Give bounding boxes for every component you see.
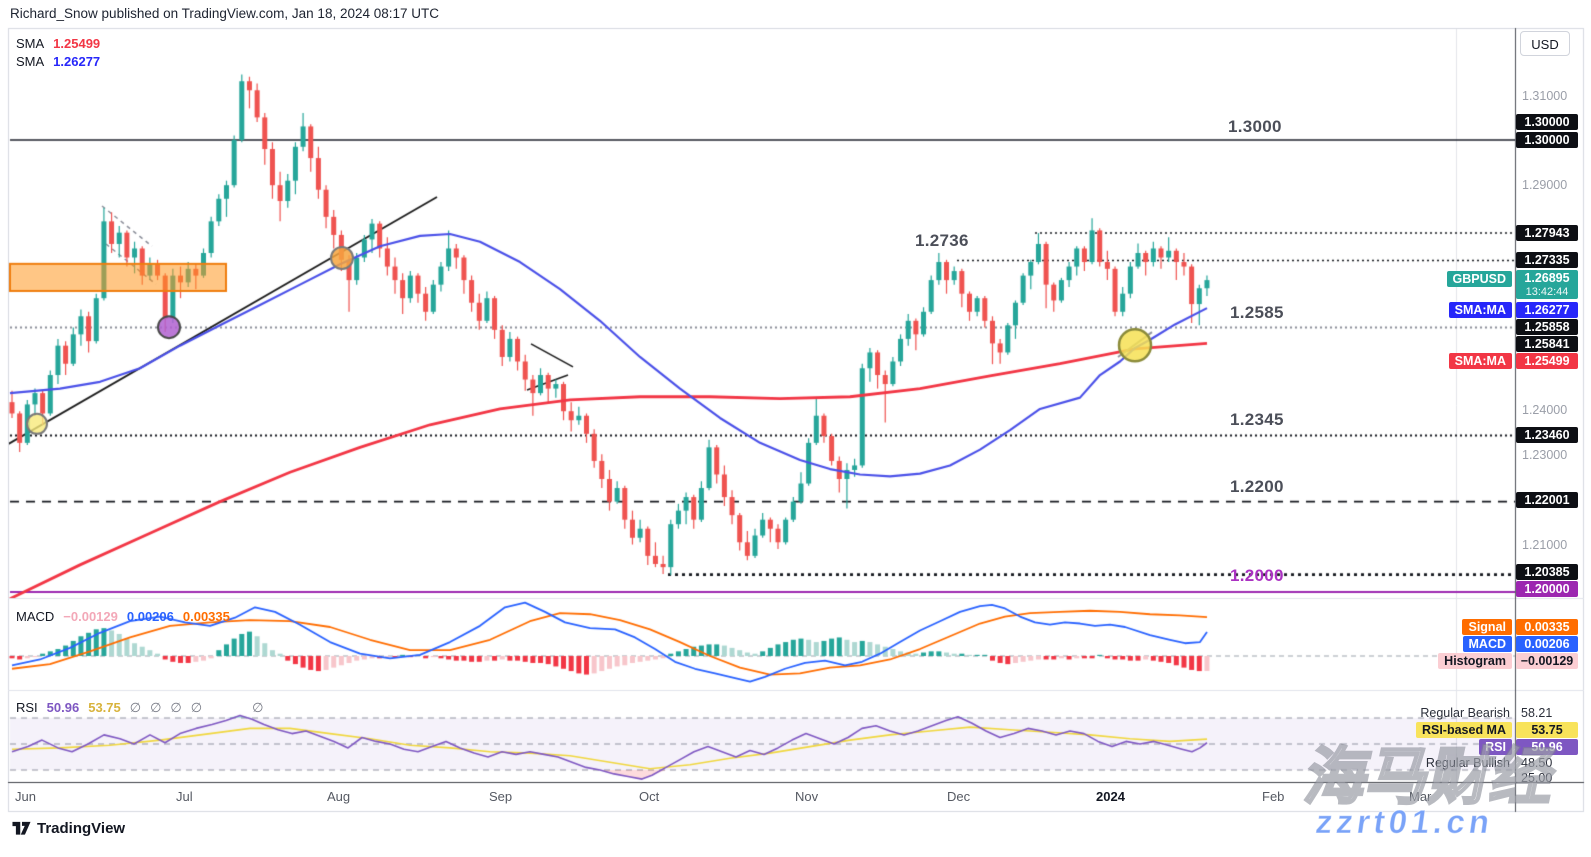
rsi-row-value: 48.50	[1521, 756, 1553, 770]
rsi-row-value: 58.21	[1521, 706, 1553, 720]
level-label: 1.2345	[1230, 410, 1284, 429]
sma-legend-slow: SMA 1.25499	[16, 36, 109, 51]
macd-title: MACD	[16, 609, 55, 624]
time-axis-label: Dec	[947, 789, 971, 804]
rsi-title: RSI	[16, 700, 38, 715]
macd-row-value: −0.00129	[1516, 653, 1578, 669]
rsi-empty-plot: ∅	[190, 700, 203, 715]
time-axis-label: Feb	[1262, 789, 1285, 804]
price-axis-tick: 1.21000	[1522, 538, 1568, 552]
rsi-row-value: 50.96	[1516, 739, 1578, 755]
sma-legend-fast: SMA 1.26277	[16, 54, 109, 69]
indicator-label-badge: SMA:MA	[1448, 302, 1512, 318]
watermark-url: zzrt01.cn	[1313, 803, 1496, 841]
time-axis-label: Jul	[176, 789, 193, 804]
tradingview-logo-icon	[12, 821, 31, 835]
rsi-empty-plot: ∅	[150, 700, 162, 715]
sma-slow-value: 1.25499	[53, 36, 101, 51]
price-axis-badge: 1.26895 13:42:44	[1516, 270, 1578, 299]
price-axis-badge: 1.27943	[1516, 225, 1578, 241]
rsi-row-label: Regular Bearish	[1420, 706, 1510, 720]
rsi-empty-plot-far: ∅	[252, 700, 264, 715]
macd-line-value: 0.00206	[126, 609, 174, 624]
time-axis-label: Sep	[489, 789, 513, 804]
price-axis-badge: 1.22001	[1516, 492, 1578, 508]
tradingview-attribution[interactable]: TradingView	[12, 820, 125, 837]
level-label: 1.2000	[1230, 566, 1284, 585]
price-axis-badge: 1.23460	[1516, 427, 1578, 443]
level-label: 1.2736	[915, 231, 969, 250]
sma-fast-value: 1.26277	[53, 54, 101, 69]
time-axis-label: Aug	[327, 789, 351, 804]
time-axis-label: 2024	[1096, 789, 1125, 804]
tradingview-brand-text: TradingView	[37, 820, 126, 837]
macd-histogram-value: −0.00129	[63, 609, 118, 624]
rsi-empty-plots: ∅ ∅ ∅ ∅	[130, 700, 211, 715]
price-axis-tick: 1.29000	[1522, 178, 1568, 192]
indicator-label-badge: GBPUSD	[1446, 271, 1512, 287]
last-price-time: 13:42:44	[1525, 286, 1569, 298]
macd-row-value: 0.00335	[1516, 619, 1578, 635]
level-label: 1.2200	[1230, 477, 1284, 496]
currency-button[interactable]: USD	[1520, 31, 1570, 56]
macd-row-label: MACD	[1462, 636, 1512, 652]
price-axis-tick: 1.31000	[1522, 89, 1568, 103]
rsi-row-value: 53.75	[1516, 722, 1578, 738]
price-axis-tick: 1.23000	[1522, 448, 1568, 462]
macd-row-label: Signal	[1462, 619, 1512, 635]
level-label: 1.3000	[1228, 117, 1282, 136]
macd-row-label: Histogram	[1438, 653, 1512, 669]
macd-signal-value: 0.00335	[182, 609, 230, 624]
price-axis-badge: 1.20385	[1516, 564, 1578, 580]
price-axis-badge: 1.25499	[1516, 353, 1578, 369]
rsi-row-value: 25.00	[1521, 771, 1553, 785]
price-axis-badge: 1.27335	[1516, 252, 1578, 268]
rsi-ma-value: 53.75	[88, 700, 121, 715]
publish-line: Richard_Snow published on TradingView.co…	[10, 6, 440, 21]
price-axis-badge: 1.26277	[1516, 302, 1578, 318]
time-axis-label: Nov	[795, 789, 819, 804]
price-axis-tick: 1.24000	[1522, 403, 1568, 417]
sma-label: SMA	[16, 36, 45, 51]
rsi-row-label: RSI	[1479, 739, 1512, 755]
indicator-label-badge: SMA:MA	[1448, 353, 1512, 369]
time-axis-label: Jun	[15, 789, 36, 804]
macd-legend: MACD −0.00129 0.00206 0.00335	[16, 609, 239, 624]
time-axis-label: Oct	[639, 789, 660, 804]
rsi-legend: RSI 50.96 53.75 ∅ ∅ ∅ ∅ ∅	[16, 700, 272, 716]
time-axis-label: Mar	[1409, 789, 1432, 804]
price-axis-badge: 1.20000	[1516, 581, 1578, 597]
price-axis-badge: 1.30000	[1516, 132, 1578, 148]
price-axis-badge: 1.25841	[1516, 336, 1578, 352]
rsi-row-label: RSI-based MA	[1415, 722, 1512, 738]
rsi-value: 50.96	[46, 700, 80, 715]
level-label: 1.2585	[1230, 303, 1284, 322]
rsi-empty-plot: ∅	[170, 700, 182, 715]
price-axis-badge: 1.25858	[1516, 319, 1578, 335]
rsi-empty-plot: ∅	[129, 700, 142, 715]
sma-label: SMA	[16, 54, 45, 69]
rsi-row-label: Regular Bullish	[1425, 756, 1510, 770]
price-axis-badge: 1.30000	[1516, 114, 1578, 130]
macd-row-value: 0.00206	[1516, 636, 1578, 652]
